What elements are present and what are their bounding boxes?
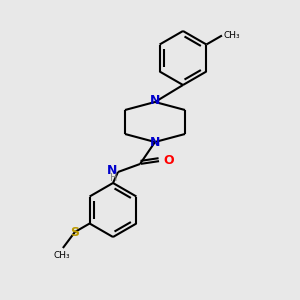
Text: N: N [106, 164, 117, 178]
Text: CH₃: CH₃ [54, 251, 70, 260]
Text: CH₃: CH₃ [224, 31, 241, 40]
Text: S: S [70, 226, 80, 238]
Text: N: N [150, 94, 160, 107]
Text: O: O [163, 154, 174, 167]
Text: H: H [110, 173, 117, 183]
Text: N: N [150, 136, 160, 149]
